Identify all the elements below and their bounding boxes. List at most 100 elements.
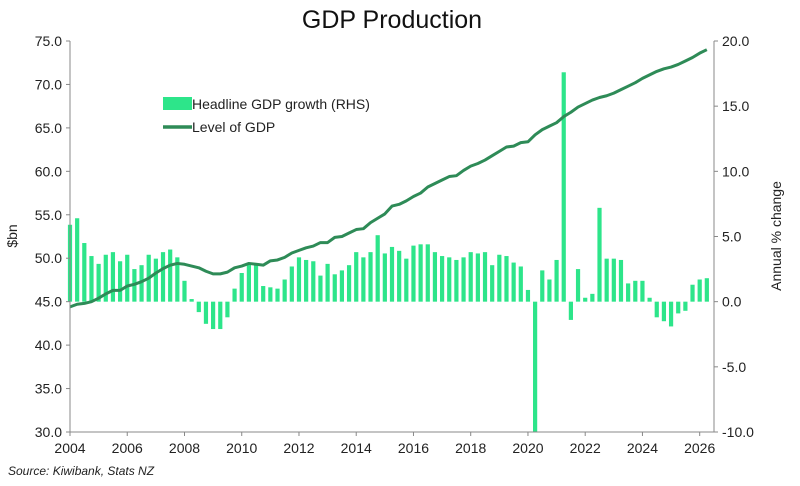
right-tick-label: 20.0 [722,33,749,49]
growth-bar [246,263,251,302]
growth-bar [676,301,681,314]
left-tick-label: 50.0 [35,250,62,266]
growth-bar [461,257,466,302]
growth-bar [368,252,373,302]
left-axis-ticks: 30.0 35.0 40.0 45.0 50.0 55.0 60.0 65.0 70.0 75.0 [35,33,70,440]
left-tick-label: 75.0 [35,33,62,49]
growth-bar [640,280,645,302]
left-tick-label: 30.0 [35,424,62,440]
growth-bar [626,283,631,302]
left-tick-label: 55.0 [35,207,62,223]
right-axis-title: Annual % change [768,181,784,291]
left-tick-label: 60.0 [35,163,62,179]
growth-bar [604,258,609,302]
growth-bar [704,278,709,302]
growth-bar [504,256,509,302]
growth-bar [89,256,94,302]
growth-bar [232,288,237,302]
growth-bar [418,244,423,302]
growth-bar [218,301,223,330]
growth-bar [354,252,359,302]
growth-bar [96,263,101,302]
growth-bar [454,259,459,302]
growth-bar [75,218,80,302]
right-tick-label: -10.0 [722,424,754,440]
left-tick-label: 70.0 [35,76,62,92]
growth-bar [683,301,688,311]
growth-bar [361,257,366,302]
growth-bar [304,259,309,302]
growth-bar [117,261,123,302]
growth-bar [554,259,559,302]
growth-bar [661,301,667,322]
growth-bar [203,301,209,324]
growth-bar [575,269,581,302]
growth-bar [633,280,638,302]
growth-bar [411,245,416,302]
growth-bar [540,270,545,302]
growth-bar [325,263,330,302]
growth-bar [668,301,674,327]
growth-bar [404,258,409,302]
x-tick-label: 2004 [54,440,85,456]
growth-bar [432,252,438,302]
growth-bar [296,257,302,302]
source-note: Source: Kiwibank, Stats NZ [8,464,155,478]
gdp-level-line [69,48,708,309]
growth-bar [647,297,652,302]
left-tick-label: 65.0 [35,120,62,136]
growth-bar [511,262,516,302]
growth-bar [268,287,273,302]
growth-bar [339,270,345,302]
x-tick-label: 2018 [455,440,486,456]
growth-bar [168,249,173,302]
left-tick-label: 35.0 [35,381,62,397]
x-tick-label: 2016 [398,440,429,456]
left-tick-label: 45.0 [35,294,62,310]
growth-bar [597,207,602,302]
growth-bar [547,279,552,302]
right-tick-label: 15.0 [722,98,749,114]
left-tick-label: 40.0 [35,337,62,353]
growth-bar [654,301,659,318]
growth-bar [583,297,588,302]
growth-bar [425,244,430,302]
growth-bar [196,301,201,313]
growth-bar [590,293,595,302]
growth-bar [697,279,702,302]
x-tick-label: 2006 [112,440,143,456]
x-tick-label: 2024 [627,440,658,456]
legend: Headline GDP growth (RHS) Level of GDP [163,96,370,135]
growth-bar [482,252,488,302]
legend-swatch-growth [163,97,192,110]
growth-bars [67,72,709,432]
growth-bar [618,259,624,302]
growth-bar [311,261,316,302]
growth-bar [182,280,187,302]
growth-bar [518,266,523,302]
x-tick-label: 2022 [570,440,601,456]
growth-bar [289,266,294,302]
growth-bar [690,284,695,302]
right-tick-label: 10.0 [722,163,749,179]
right-tick-label: 5.0 [722,229,742,245]
growth-bar [211,301,216,330]
growth-bar [439,256,445,302]
growth-bar [611,258,616,302]
right-tick-label: 0.0 [722,294,742,310]
left-axis-title: $bn [4,224,20,247]
growth-bar [261,286,266,302]
growth-bar [160,252,166,302]
growth-bar [82,243,87,302]
growth-bar [175,257,180,302]
growth-bar [397,250,402,302]
growth-bar [110,252,116,302]
growth-bar [375,235,380,302]
growth-bar [389,246,395,302]
legend-label-level: Level of GDP [192,119,275,135]
x-tick-label: 2010 [226,440,257,456]
growth-bar [468,252,473,302]
growth-bar [318,275,323,302]
x-axis-ticks: 2004 2006 2008 2010 2012 2014 2016 2018 2020 2022… [54,432,715,456]
growth-bar [346,265,352,302]
